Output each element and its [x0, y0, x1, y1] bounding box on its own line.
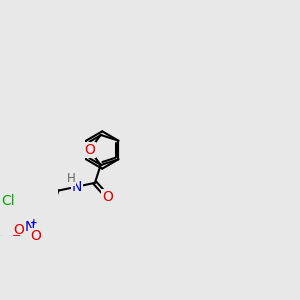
Text: N: N [71, 180, 82, 194]
Text: H: H [67, 172, 76, 185]
Text: O: O [102, 190, 113, 204]
Text: +: + [30, 218, 38, 227]
Text: O: O [84, 143, 95, 157]
Text: −: − [12, 231, 21, 241]
Text: N: N [24, 220, 34, 234]
Text: O: O [14, 224, 25, 238]
Text: Cl: Cl [2, 194, 15, 208]
Text: O: O [31, 229, 41, 243]
